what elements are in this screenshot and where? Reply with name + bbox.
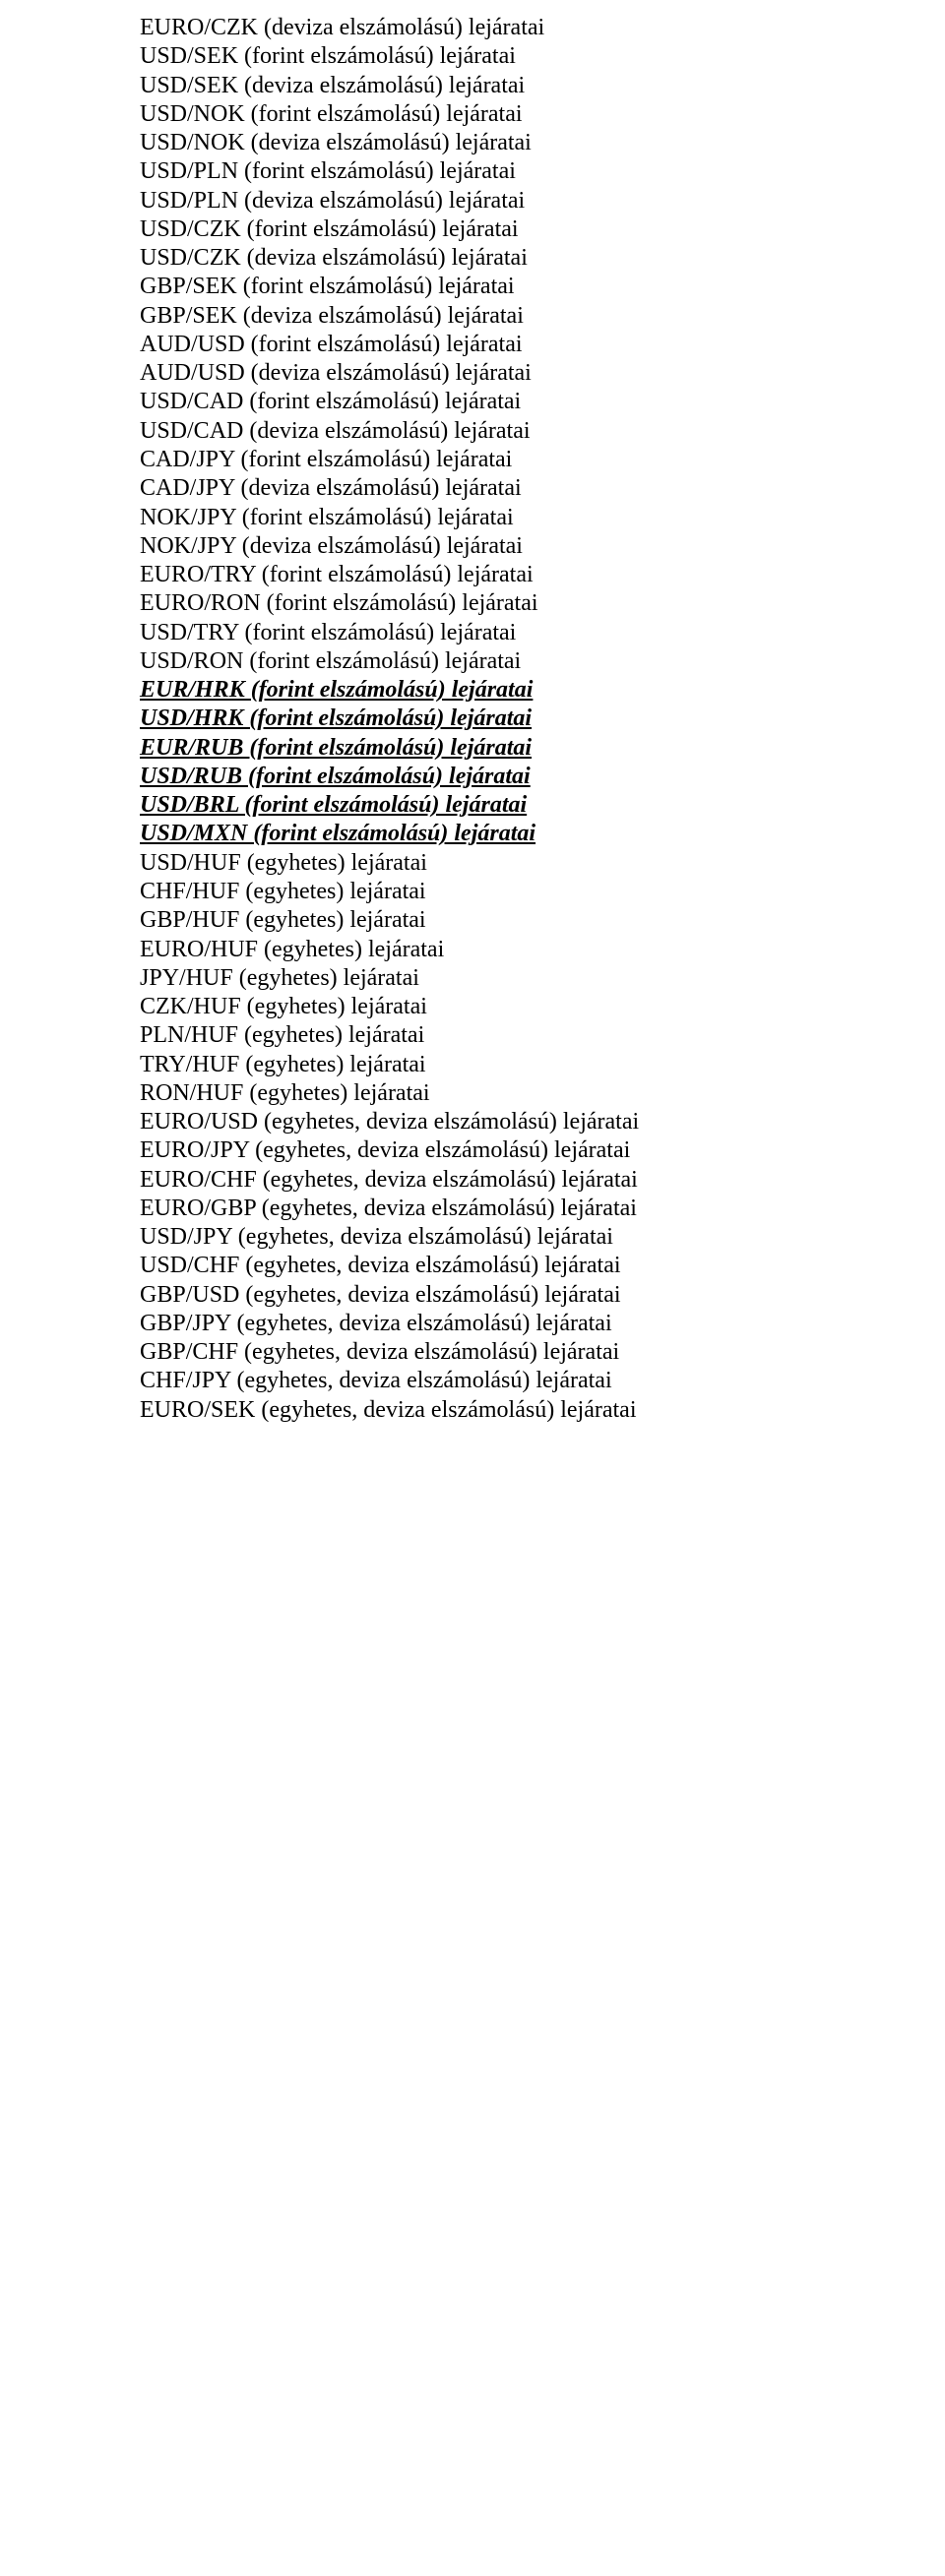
text-line: CAD/JPY (deviza elszámolású) lejáratai — [140, 474, 929, 503]
text-line: EURO/CHF (egyhetes, deviza elszámolású) … — [140, 1166, 929, 1195]
text-line-content: GBP/HUF (egyhetes) lejáratai — [140, 907, 426, 933]
text-line: USD/MXN (forint elszámolású) lejáratai — [140, 820, 929, 848]
text-line-content: AUD/USD (deviza elszámolású) lejáratai — [140, 360, 532, 386]
text-line-content: PLN/HUF (egyhetes) lejáratai — [140, 1022, 424, 1048]
text-line: GBP/CHF (egyhetes, deviza elszámolású) l… — [140, 1338, 929, 1367]
text-line-content: USD/HRK (forint elszámolású) lejáratai — [140, 705, 532, 731]
text-line: GBP/HUF (egyhetes) lejáratai — [140, 906, 929, 935]
text-line-content: RON/HUF (egyhetes) lejáratai — [140, 1080, 430, 1106]
text-line-content: CZK/HUF (egyhetes) lejáratai — [140, 994, 427, 1019]
text-line-content: GBP/USD (egyhetes, deviza elszámolású) l… — [140, 1282, 621, 1308]
text-line: USD/SEK (deviza elszámolású) lejáratai — [140, 72, 929, 100]
text-line-content: NOK/JPY (deviza elszámolású) lejáratai — [140, 533, 523, 559]
text-line: USD/BRL (forint elszámolású) lejáratai — [140, 791, 929, 820]
text-line: GBP/SEK (forint elszámolású) lejáratai — [140, 273, 929, 301]
text-line: CHF/HUF (egyhetes) lejáratai — [140, 878, 929, 906]
text-line-content: EURO/CZK (deviza elszámolású) lejáratai — [140, 15, 544, 40]
text-line: CZK/HUF (egyhetes) lejáratai — [140, 993, 929, 1021]
text-line: USD/PLN (forint elszámolású) lejáratai — [140, 157, 929, 186]
text-line: EURO/CZK (deviza elszámolású) lejáratai — [140, 14, 929, 42]
text-line-content: EURO/GBP (egyhetes, deviza elszámolású) … — [140, 1196, 637, 1221]
text-line-content: GBP/SEK (forint elszámolású) lejáratai — [140, 274, 515, 299]
text-line-content: USD/HUF (egyhetes) lejáratai — [140, 850, 427, 876]
text-line-content: AUD/USD (forint elszámolású) lejáratai — [140, 332, 523, 357]
text-line: AUD/USD (deviza elszámolású) lejáratai — [140, 359, 929, 388]
text-line: NOK/JPY (forint elszámolású) lejáratai — [140, 504, 929, 532]
text-line: JPY/HUF (egyhetes) lejáratai — [140, 964, 929, 993]
text-line: EUR/RUB (forint elszámolású) lejáratai — [140, 734, 929, 763]
text-line-content: GBP/JPY (egyhetes, deviza elszámolású) l… — [140, 1311, 612, 1336]
text-line-content: EURO/TRY (forint elszámolású) lejáratai — [140, 562, 534, 587]
text-line: AUD/USD (forint elszámolású) lejáratai — [140, 331, 929, 359]
text-line-content: EURO/CHF (egyhetes, deviza elszámolású) … — [140, 1167, 638, 1193]
text-line-content: CHF/JPY (egyhetes, deviza elszámolású) l… — [140, 1368, 612, 1393]
text-line: EUR/HRK (forint elszámolású) lejáratai — [140, 676, 929, 705]
text-line-content: USD/SEK (forint elszámolású) lejáratai — [140, 43, 516, 69]
text-line-content: USD/TRY (forint elszámolású) lejáratai — [140, 620, 516, 645]
text-line: EURO/HUF (egyhetes) lejáratai — [140, 936, 929, 964]
text-line: USD/CHF (egyhetes, deviza elszámolású) l… — [140, 1252, 929, 1280]
text-line-content: EUR/RUB (forint elszámolású) lejáratai — [140, 735, 532, 761]
document-page: EURO/CZK (deviza elszámolású) lejáratai U… — [0, 0, 945, 1439]
text-line-content: JPY/HUF (egyhetes) lejáratai — [140, 965, 419, 991]
text-line-content: CAD/JPY (deviza elszámolású) lejáratai — [140, 475, 522, 501]
text-line-content: EURO/SEK (egyhetes, deviza elszámolású) … — [140, 1397, 636, 1423]
text-line: EURO/JPY (egyhetes, deviza elszámolású) … — [140, 1136, 929, 1165]
text-line-content: USD/CZK (forint elszámolású) lejáratai — [140, 216, 519, 242]
text-line: GBP/JPY (egyhetes, deviza elszámolású) l… — [140, 1310, 929, 1338]
text-line: CHF/JPY (egyhetes, deviza elszámolású) l… — [140, 1367, 929, 1395]
text-line-content: USD/NOK (forint elszámolású) lejáratai — [140, 101, 523, 127]
text-line-content: USD/PLN (deviza elszámolású) lejáratai — [140, 188, 525, 214]
text-line-content: EURO/JPY (egyhetes, deviza elszámolású) … — [140, 1137, 630, 1163]
text-line-content: USD/CZK (deviza elszámolású) lejáratai — [140, 245, 528, 271]
text-line-content: USD/NOK (deviza elszámolású) lejáratai — [140, 130, 532, 155]
text-line-content: EUR/HRK (forint elszámolású) lejáratai — [140, 677, 533, 703]
text-line-content: NOK/JPY (forint elszámolású) lejáratai — [140, 505, 514, 530]
text-line-content: GBP/SEK (deviza elszámolású) lejáratai — [140, 303, 524, 329]
text-line: USD/PLN (deviza elszámolású) lejáratai — [140, 187, 929, 215]
text-line: USD/NOK (forint elszámolású) lejáratai — [140, 100, 929, 129]
text-line: RON/HUF (egyhetes) lejáratai — [140, 1079, 929, 1108]
text-line-content: USD/MXN (forint elszámolású) lejáratai — [140, 821, 536, 846]
text-line: EURO/TRY (forint elszámolású) lejáratai — [140, 561, 929, 589]
text-line: USD/SEK (forint elszámolású) lejáratai — [140, 42, 929, 71]
text-line: USD/CAD (forint elszámolású) lejáratai — [140, 388, 929, 416]
text-line-content: USD/PLN (forint elszámolású) lejáratai — [140, 158, 516, 184]
text-line-content: GBP/CHF (egyhetes, deviza elszámolású) l… — [140, 1339, 619, 1365]
text-line-content: EURO/HUF (egyhetes) lejáratai — [140, 937, 444, 962]
text-line-content: USD/SEK (deviza elszámolású) lejáratai — [140, 73, 525, 98]
text-line: EURO/GBP (egyhetes, deviza elszámolású) … — [140, 1195, 929, 1223]
text-line: USD/HRK (forint elszámolású) lejáratai — [140, 705, 929, 733]
text-line: USD/HUF (egyhetes) lejáratai — [140, 849, 929, 878]
text-line: USD/CAD (deviza elszámolású) lejáratai — [140, 417, 929, 446]
text-line-content: CAD/JPY (forint elszámolású) lejáratai — [140, 447, 512, 472]
text-line: GBP/USD (egyhetes, deviza elszámolású) l… — [140, 1281, 929, 1310]
text-line-content: TRY/HUF (egyhetes) lejáratai — [140, 1052, 426, 1077]
text-line: TRY/HUF (egyhetes) lejáratai — [140, 1051, 929, 1079]
text-line: USD/CZK (deviza elszámolású) lejáratai — [140, 244, 929, 273]
text-line: NOK/JPY (deviza elszámolású) lejáratai — [140, 532, 929, 561]
text-line: USD/RON (forint elszámolású) lejáratai — [140, 647, 929, 676]
text-line: EURO/RON (forint elszámolású) lejáratai — [140, 589, 929, 618]
text-line-content: EURO/RON (forint elszámolású) lejáratai — [140, 590, 538, 616]
text-line-content: EURO/USD (egyhetes, deviza elszámolású) … — [140, 1109, 639, 1135]
text-line-content: USD/CAD (deviza elszámolású) lejáratai — [140, 418, 531, 444]
text-line-content: USD/JPY (egyhetes, deviza elszámolású) l… — [140, 1224, 613, 1250]
text-line-content: USD/RON (forint elszámolású) lejáratai — [140, 648, 521, 674]
text-line: USD/NOK (deviza elszámolású) lejáratai — [140, 129, 929, 157]
text-line: EURO/USD (egyhetes, deviza elszámolású) … — [140, 1108, 929, 1136]
text-line-content: USD/CHF (egyhetes, deviza elszámolású) l… — [140, 1253, 621, 1278]
text-line-content: USD/CAD (forint elszámolású) lejáratai — [140, 389, 521, 414]
text-line: CAD/JPY (forint elszámolású) lejáratai — [140, 446, 929, 474]
text-line: USD/RUB (forint elszámolású) lejáratai — [140, 763, 929, 791]
text-line-content: USD/RUB (forint elszámolású) lejáratai — [140, 764, 531, 789]
text-line: USD/TRY (forint elszámolású) lejáratai — [140, 619, 929, 647]
text-line: USD/JPY (egyhetes, deviza elszámolású) l… — [140, 1223, 929, 1252]
text-line-content: USD/BRL (forint elszámolású) lejáratai — [140, 792, 527, 818]
text-line-content: CHF/HUF (egyhetes) lejáratai — [140, 879, 426, 904]
text-line: PLN/HUF (egyhetes) lejáratai — [140, 1021, 929, 1050]
text-line: USD/CZK (forint elszámolású) lejáratai — [140, 215, 929, 244]
text-line: EURO/SEK (egyhetes, deviza elszámolású) … — [140, 1396, 929, 1425]
text-line: GBP/SEK (deviza elszámolású) lejáratai — [140, 302, 929, 331]
